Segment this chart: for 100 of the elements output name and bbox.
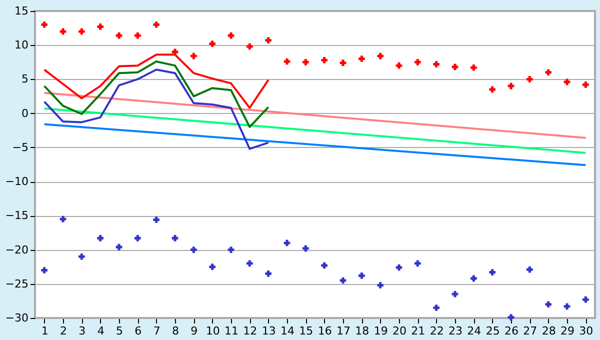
point [246,260,253,267]
x-tick-label: 5 [116,324,123,338]
x-tick-label: 12 [243,324,258,338]
x-tick-label: 1 [41,324,48,338]
x-tick-label: 17 [336,324,350,338]
x-tick-label: 3 [78,324,86,338]
x-tick-label: 21 [411,324,426,338]
point [340,277,346,284]
point [526,266,533,273]
point [321,262,328,269]
point [209,40,216,47]
point [78,253,85,260]
point [526,76,533,82]
point [508,314,514,320]
point [153,21,160,28]
point [97,235,104,242]
x-tick-label: 11 [224,324,238,338]
point [414,260,421,267]
line-series [43,60,270,128]
x-tick-label: 15 [299,324,314,338]
point [489,269,496,276]
x-tick-label: 25 [486,324,500,338]
point [414,59,421,66]
point [433,61,440,68]
point [134,235,141,242]
point [228,32,234,39]
y-tick-label: −5 [12,140,28,154]
y-tick-label: −10 [5,175,28,188]
point [153,216,160,223]
x-tick-label: 30 [579,324,594,338]
y-tick-label: 10 [14,38,28,52]
line-series [43,68,270,150]
point [340,60,346,66]
point [228,246,234,253]
point [60,28,66,35]
x-tick-label: 29 [560,324,574,338]
point [116,32,122,39]
x-tick-label: 20 [392,324,406,338]
point [452,64,458,70]
point [545,69,552,76]
x-tick-label: 8 [172,324,179,338]
point [60,216,66,222]
point [470,64,477,71]
x-tick-label: 28 [542,324,556,338]
y-tick-label: 0 [22,106,28,120]
point [190,52,197,60]
y-tick-label: −20 [5,243,28,256]
point [582,82,589,88]
x-tick-label: 19 [374,324,388,338]
point [190,246,197,253]
point [172,235,178,242]
point [172,48,178,56]
point [265,37,272,44]
point [545,301,552,308]
point [396,264,402,271]
point [470,275,477,282]
y-tick-label: 5 [22,72,28,86]
point [284,58,290,65]
x-tick-label: 23 [448,324,462,338]
y-tick-label: 15 [14,4,28,18]
point [97,24,104,30]
x-tick-label: 13 [262,324,276,338]
x-tick-label: 10 [206,324,220,338]
point [41,267,48,274]
point [452,290,458,298]
point [209,264,216,270]
x-tick-label: 26 [504,324,518,338]
x-tick-label: 14 [280,324,294,338]
point [396,62,402,69]
point [321,56,328,64]
point [489,86,496,93]
point [78,28,85,35]
x-tick-label: 24 [467,324,482,338]
x-tick-label: 16 [318,324,332,338]
point [564,78,570,86]
point [284,240,290,246]
x-tick-label: 27 [523,324,538,338]
point [41,21,48,28]
y-tick-label: −30 [5,312,28,324]
x-tick-label: 9 [190,324,198,338]
point [377,282,384,288]
point [358,272,365,279]
point [564,303,570,310]
x-tick-label: 2 [60,324,67,338]
point [358,56,365,62]
point [302,59,309,66]
x-tick-label: 22 [430,324,444,338]
point [302,245,309,252]
point [265,270,272,277]
point [582,296,589,303]
point [116,244,122,250]
y-tick-label: −25 [5,277,28,290]
point [433,304,440,311]
point [134,32,141,39]
y-tick-label: −15 [5,209,28,222]
point [377,52,384,60]
x-tick-label: 7 [153,324,160,338]
x-tick-label: 6 [134,324,142,338]
x-tick-label: 18 [355,324,370,338]
point [508,82,514,90]
